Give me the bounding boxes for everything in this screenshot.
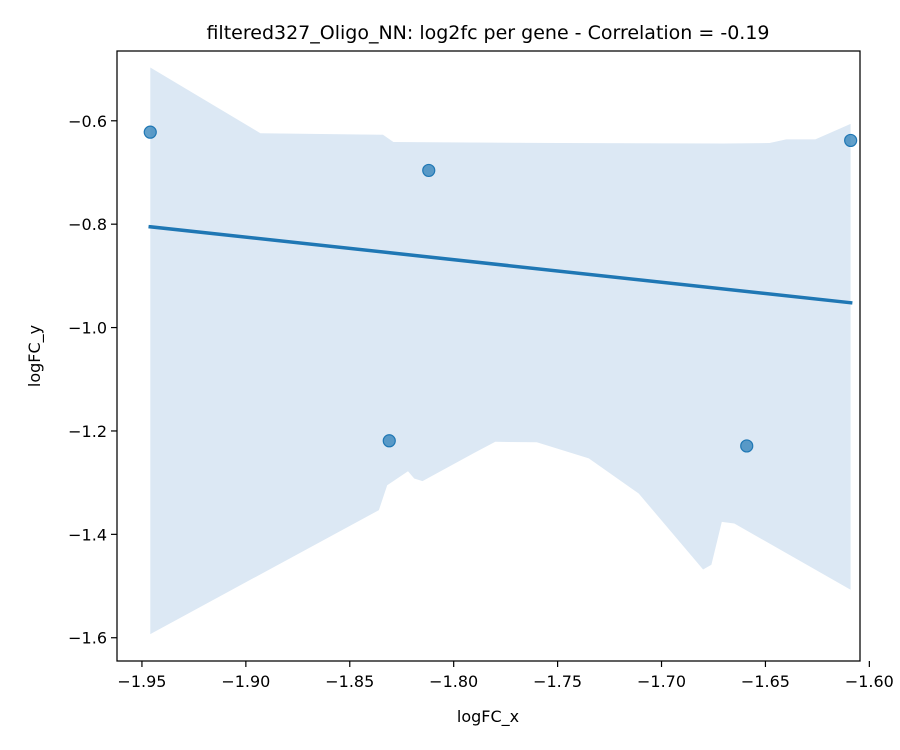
y-tick-label-4: −1.0: [68, 319, 107, 338]
regression-line-layer: [148, 224, 853, 305]
x-tick-label-7: −1.65: [741, 672, 790, 691]
y-tick-label-3: −1.2: [68, 422, 107, 441]
y-axis-ticks: −1.6 −1.4 −1.2 −1.0 −0.8 −0.6: [68, 112, 117, 648]
regression-line: [148, 224, 853, 305]
confidence-band-layer: [150, 67, 851, 635]
x-tick-label-6: −1.70: [637, 672, 686, 691]
x-tick-label-5: −1.75: [533, 672, 582, 691]
y-tick-label-2: −1.4: [68, 525, 107, 544]
chart-title: filtered327_Oligo_NN: log2fc per gene - …: [206, 22, 769, 44]
data-points-layer: [143, 125, 858, 453]
confidence-band: [150, 67, 851, 635]
data-point-4: [740, 439, 754, 453]
x-tick-label-2: −1.90: [221, 672, 270, 691]
data-point-1: [143, 125, 157, 139]
x-tick-label-4: −1.80: [429, 672, 478, 691]
y-tick-label-6: −0.6: [68, 112, 107, 131]
y-tick-label-5: −0.8: [68, 215, 107, 234]
data-point-3: [422, 163, 436, 178]
y-tick-label-1: −1.6: [68, 629, 107, 648]
data-point-2: [382, 434, 396, 448]
x-tick-label-3: −1.85: [325, 672, 374, 691]
plot-frame: [116, 50, 861, 662]
y-axis-label: logFC_y: [25, 325, 45, 387]
x-tick-label-8: −1.60: [845, 672, 894, 691]
x-axis-ticks: −1.95 −1.90 −1.85 −1.80 −1.75 −1.70 −1.65 −1.60: [117, 661, 894, 691]
x-tick-label-1: −1.95: [117, 672, 166, 691]
data-point-5: [844, 133, 858, 148]
x-axis-label: logFC_x: [457, 707, 519, 727]
